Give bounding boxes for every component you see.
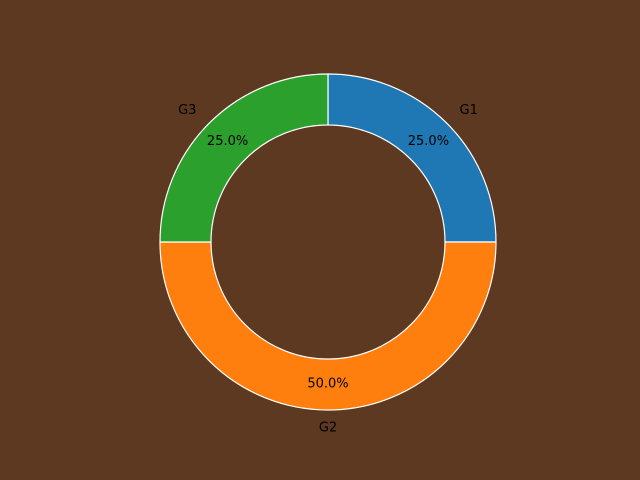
percent-label-g1: 25.0% [408, 134, 449, 149]
category-label-g1: G1 [460, 103, 478, 118]
category-label-g2: G2 [319, 421, 337, 436]
slice-g3 [159, 73, 329, 243]
slice-g1 [327, 73, 497, 243]
percent-label-g2: 50.0% [307, 377, 348, 392]
category-label-g3: G3 [178, 103, 196, 118]
percent-label-g3: 25.0% [207, 134, 248, 149]
slice-g2 [159, 241, 497, 411]
